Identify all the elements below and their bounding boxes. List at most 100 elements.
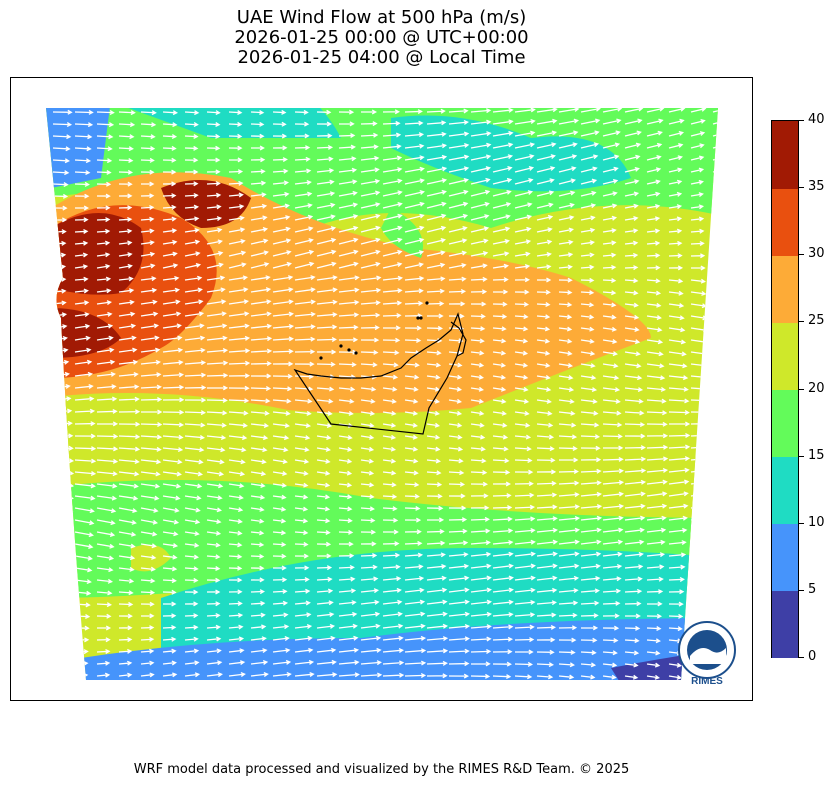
wind-arrow [382,249,403,257]
wind-arrow [272,659,292,665]
wind-arrow [470,119,492,125]
wind-arrow [580,662,597,668]
wind-arrow [96,637,111,643]
wind-arrow [96,660,111,666]
wind-arrow [690,577,707,583]
wind-arrow [294,459,310,464]
wind-arrow [514,492,535,498]
wind-arrow [294,324,316,330]
wind-arrow [492,612,514,618]
wind-arrow [404,482,420,488]
wind-arrow [96,567,114,573]
wind-arrow [74,396,95,402]
wind-arrow [580,539,602,545]
wind-arrow [580,491,602,497]
wind-arrow [272,348,294,354]
wind-arrow [470,599,492,605]
wind-arrow [448,410,463,416]
wind-arrow [250,435,269,441]
wind-arrow [536,563,558,569]
wind-arrow [338,337,359,343]
wind-arrow [316,299,338,305]
wind-arrow [602,637,619,643]
wind-arrow [228,227,246,233]
wind-arrow [118,495,139,501]
wind-arrow [338,237,359,245]
wind-arrow [294,565,310,571]
wind-arrow [448,374,463,380]
wind-arrow [184,636,199,642]
wind-arrow [206,348,229,354]
wind-arrow [118,157,134,163]
wind-arrow [52,396,72,402]
wind-arrow [448,166,470,173]
wind-arrow [668,228,683,234]
wind-arrow [52,324,68,330]
wind-arrow [448,517,468,523]
wind-arrow [162,447,184,453]
wind-arrow [140,263,156,269]
wind-arrow [162,204,177,210]
wind-arrow [514,301,530,307]
wind-arrow [536,326,551,332]
wind-arrow [558,215,575,221]
wind-arrow [360,300,381,306]
wind-arrow [338,611,358,617]
wind-arrow [470,362,485,368]
title-line-3: 2026-01-25 04:00 @ Local Time [237,47,526,68]
wind-arrow [470,470,488,476]
wind-arrow [712,180,718,185]
wind-arrow [206,577,221,583]
wind-arrow [206,435,227,441]
wind-arrow [382,672,405,678]
wind-arrow [492,154,514,161]
wind-arrow [338,434,353,440]
wind-arrow [338,553,355,559]
wind-arrow [250,565,265,571]
wind-arrow [272,588,288,594]
wind-arrow [536,504,558,510]
wind-arrow [558,600,579,606]
wind-arrow [228,169,244,175]
wind-arrow [184,311,205,317]
colorbar-bin [772,389,798,457]
wind-arrow [382,410,397,416]
wind-arrow [426,225,447,233]
wind-arrow [184,648,200,654]
wind-arrow [184,660,200,666]
wind-arrow [118,323,137,329]
wind-arrow [536,362,551,368]
wind-arrow [426,517,445,523]
wind-arrow [712,455,718,461]
wind-arrow [624,314,640,320]
wind-arrow [668,444,691,450]
wind-arrow [360,225,381,233]
wind-arrow [294,299,316,305]
wind-arrow [360,588,380,594]
wind-arrow [514,289,530,295]
wind-arrow [316,261,337,269]
wind-arrow [96,311,113,317]
wind-arrow [404,564,424,570]
wind-arrow [602,314,617,320]
wind-arrow [668,589,685,595]
wind-arrow [514,612,536,618]
wind-arrow [646,539,666,545]
wind-arrow [668,503,689,509]
wind-arrow [514,551,536,557]
wind-arrow [624,527,645,533]
wind-arrow [558,612,578,618]
wind-arrow [74,408,96,414]
wind-arrow [228,495,244,500]
wind-arrow [448,301,466,307]
wind-arrow [74,122,94,128]
wind-arrow [228,483,245,489]
wind-arrow [96,408,118,414]
wind-arrow [580,551,602,557]
wind-arrow [602,290,617,296]
wind-arrow [74,637,90,643]
wind-arrow [316,191,336,197]
wind-arrow [316,133,333,139]
wind-arrow [206,542,221,548]
wind-arrow [162,311,182,317]
